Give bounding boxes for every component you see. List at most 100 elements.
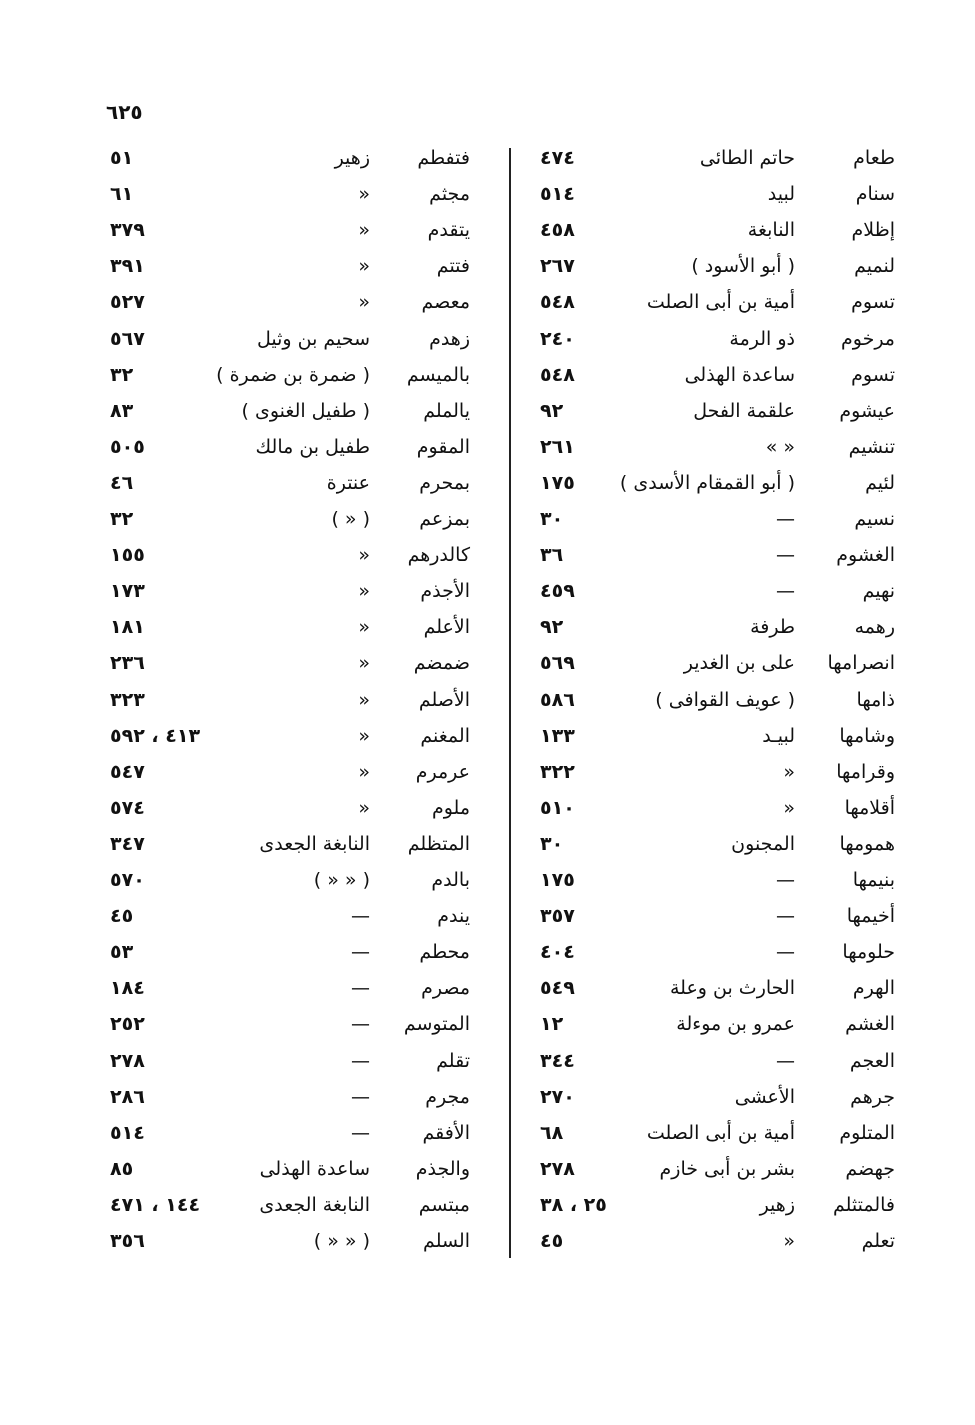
page-ref: ٥٢٧ [110, 291, 145, 314]
entry-word: تنشيم [848, 435, 895, 458]
page-ref: ٢٧٨ [110, 1049, 145, 1072]
poet: « [358, 291, 370, 314]
poet: ( عويف القوافى ) [655, 688, 795, 711]
entry-word: تقلم [436, 1049, 470, 1072]
page-ref: ٩٢ [540, 616, 564, 639]
entry-word: محطم [419, 941, 470, 964]
poet: زهير [759, 1193, 795, 1216]
page-ref: ٨٥ [110, 1157, 134, 1180]
entry-word: معصم [421, 291, 470, 314]
page-ref: ٥٤٨ [540, 291, 575, 314]
entry-word: الغشوم [836, 544, 895, 567]
page-ref: ١٧٥ [540, 869, 575, 891]
page-ref: ٥١ [110, 147, 134, 169]
poet: عمرو بن موءلة [676, 1013, 795, 1036]
entry-word: لئيم [865, 471, 895, 494]
entry-word: انصرامها [827, 652, 895, 675]
poet: « [358, 544, 370, 567]
poet: — [351, 905, 370, 928]
entry-word: كالدرهم [407, 544, 470, 567]
poet: طفيل بن مالك [255, 435, 370, 458]
poet: أمية بن أبى الصلت [646, 1121, 795, 1144]
page-ref: ٥٦٩ [540, 652, 575, 675]
poet: طرفة [750, 616, 795, 639]
page-ref: ٣٠ [540, 832, 564, 855]
poet: « [358, 219, 370, 242]
entry-word: ملوم [431, 796, 470, 819]
poet: « [358, 724, 370, 747]
entry-word: مرخوم [841, 327, 895, 350]
entry-word: نسيم [854, 508, 895, 530]
page-ref: ٤٥٩ [540, 580, 575, 603]
entry-word: الأصلم [418, 688, 470, 711]
entry-word: تعلم [861, 1230, 895, 1252]
page-ref: ٣٤٧ [110, 832, 145, 855]
page-ref: ١٨٤ [110, 977, 145, 1000]
page-ref: ٤٦ [110, 471, 134, 494]
entry-word: جرهم [850, 1085, 895, 1108]
page-ref: ١٧٥ [540, 471, 575, 494]
entry-word: الأجذم [420, 580, 470, 603]
entry-word: مجثم [429, 183, 470, 206]
page-ref: ٣٠ [540, 508, 564, 530]
page-ref: ٣٥٧ [540, 905, 575, 928]
poet: الأعشى [734, 1085, 795, 1108]
page-ref: ٤٥٨ [540, 219, 575, 242]
entry-word: همومها [839, 832, 895, 855]
page-ref: ٨٣ [110, 399, 134, 422]
page-ref: ١٤٤ ، ٤٧١ [110, 1193, 201, 1216]
page-ref: ٤٥ [540, 1230, 564, 1252]
entry-word: المتوسم [403, 1013, 470, 1036]
page-ref: ٩٢ [540, 399, 564, 422]
poet: ( « ) [331, 508, 370, 530]
page-ref: ٢٥٢ [110, 1013, 145, 1036]
poet: — [776, 941, 795, 964]
page-ref: ٣٦ [540, 544, 564, 567]
poet: عنترة [326, 471, 370, 494]
poet: — [351, 977, 370, 1000]
entry-word: المتظلم [407, 832, 470, 855]
page-ref: ٢٨٦ [110, 1085, 145, 1108]
poet: « » [765, 435, 795, 458]
page-ref: ٣٢ [110, 508, 134, 530]
entry-word: سنام [855, 183, 895, 206]
poet: ( ضمرة بن ضمرة ) [216, 363, 370, 386]
poet: ساعدة الهذلى [259, 1157, 370, 1180]
entry-word: فتفطم [417, 147, 470, 169]
page-ref: ٢٥ ، ٣٨ [540, 1193, 607, 1216]
entry-word: إظلام [851, 219, 895, 242]
entry-word: تسوم [851, 363, 895, 386]
entry-word: يالملم [423, 399, 470, 422]
poet: لبيـد [762, 724, 795, 747]
page-ref: ٥١٤ [540, 183, 575, 206]
page-ref: ٤٧٤ [540, 147, 575, 169]
poet: النابغة [747, 219, 795, 242]
entry-word: العجم [849, 1049, 895, 1072]
entry-word: بمزعم [419, 508, 470, 530]
page-ref: ١٥٥ [110, 544, 145, 567]
entry-word: مصرم [421, 977, 470, 1000]
page-ref: ٣٢ [110, 363, 134, 386]
poet: ( أبو القمقام الأسدى ) [619, 471, 795, 494]
poet: — [351, 1049, 370, 1072]
entry-word: طعام [853, 147, 895, 169]
page-ref: ٢٦١ [540, 435, 575, 458]
entry-word: أخيمها [846, 905, 895, 928]
page-ref: ١٢ [540, 1013, 564, 1036]
poet: المجنون [731, 832, 795, 855]
page-ref: ١٨١ [110, 616, 145, 639]
poet: الحارث بن وعلة [669, 977, 795, 1000]
poet: سحيم بن وثيل [257, 327, 370, 350]
page-ref: ٥٧٤ [110, 796, 145, 819]
entry-word: الغشم [845, 1013, 895, 1036]
entry-word: عرمرم [415, 760, 470, 783]
entry-word: المتلوم [839, 1121, 895, 1144]
poet: ( طفيل الغنوى ) [241, 399, 370, 422]
poet: « [358, 183, 370, 206]
poet: زهير [334, 147, 370, 169]
entry-word: رهمه [854, 616, 895, 639]
poet: ساعدة الهذلى [684, 363, 795, 386]
page-ref: ٣٧٩ [110, 219, 145, 242]
entry-word: المقوم [416, 435, 470, 458]
